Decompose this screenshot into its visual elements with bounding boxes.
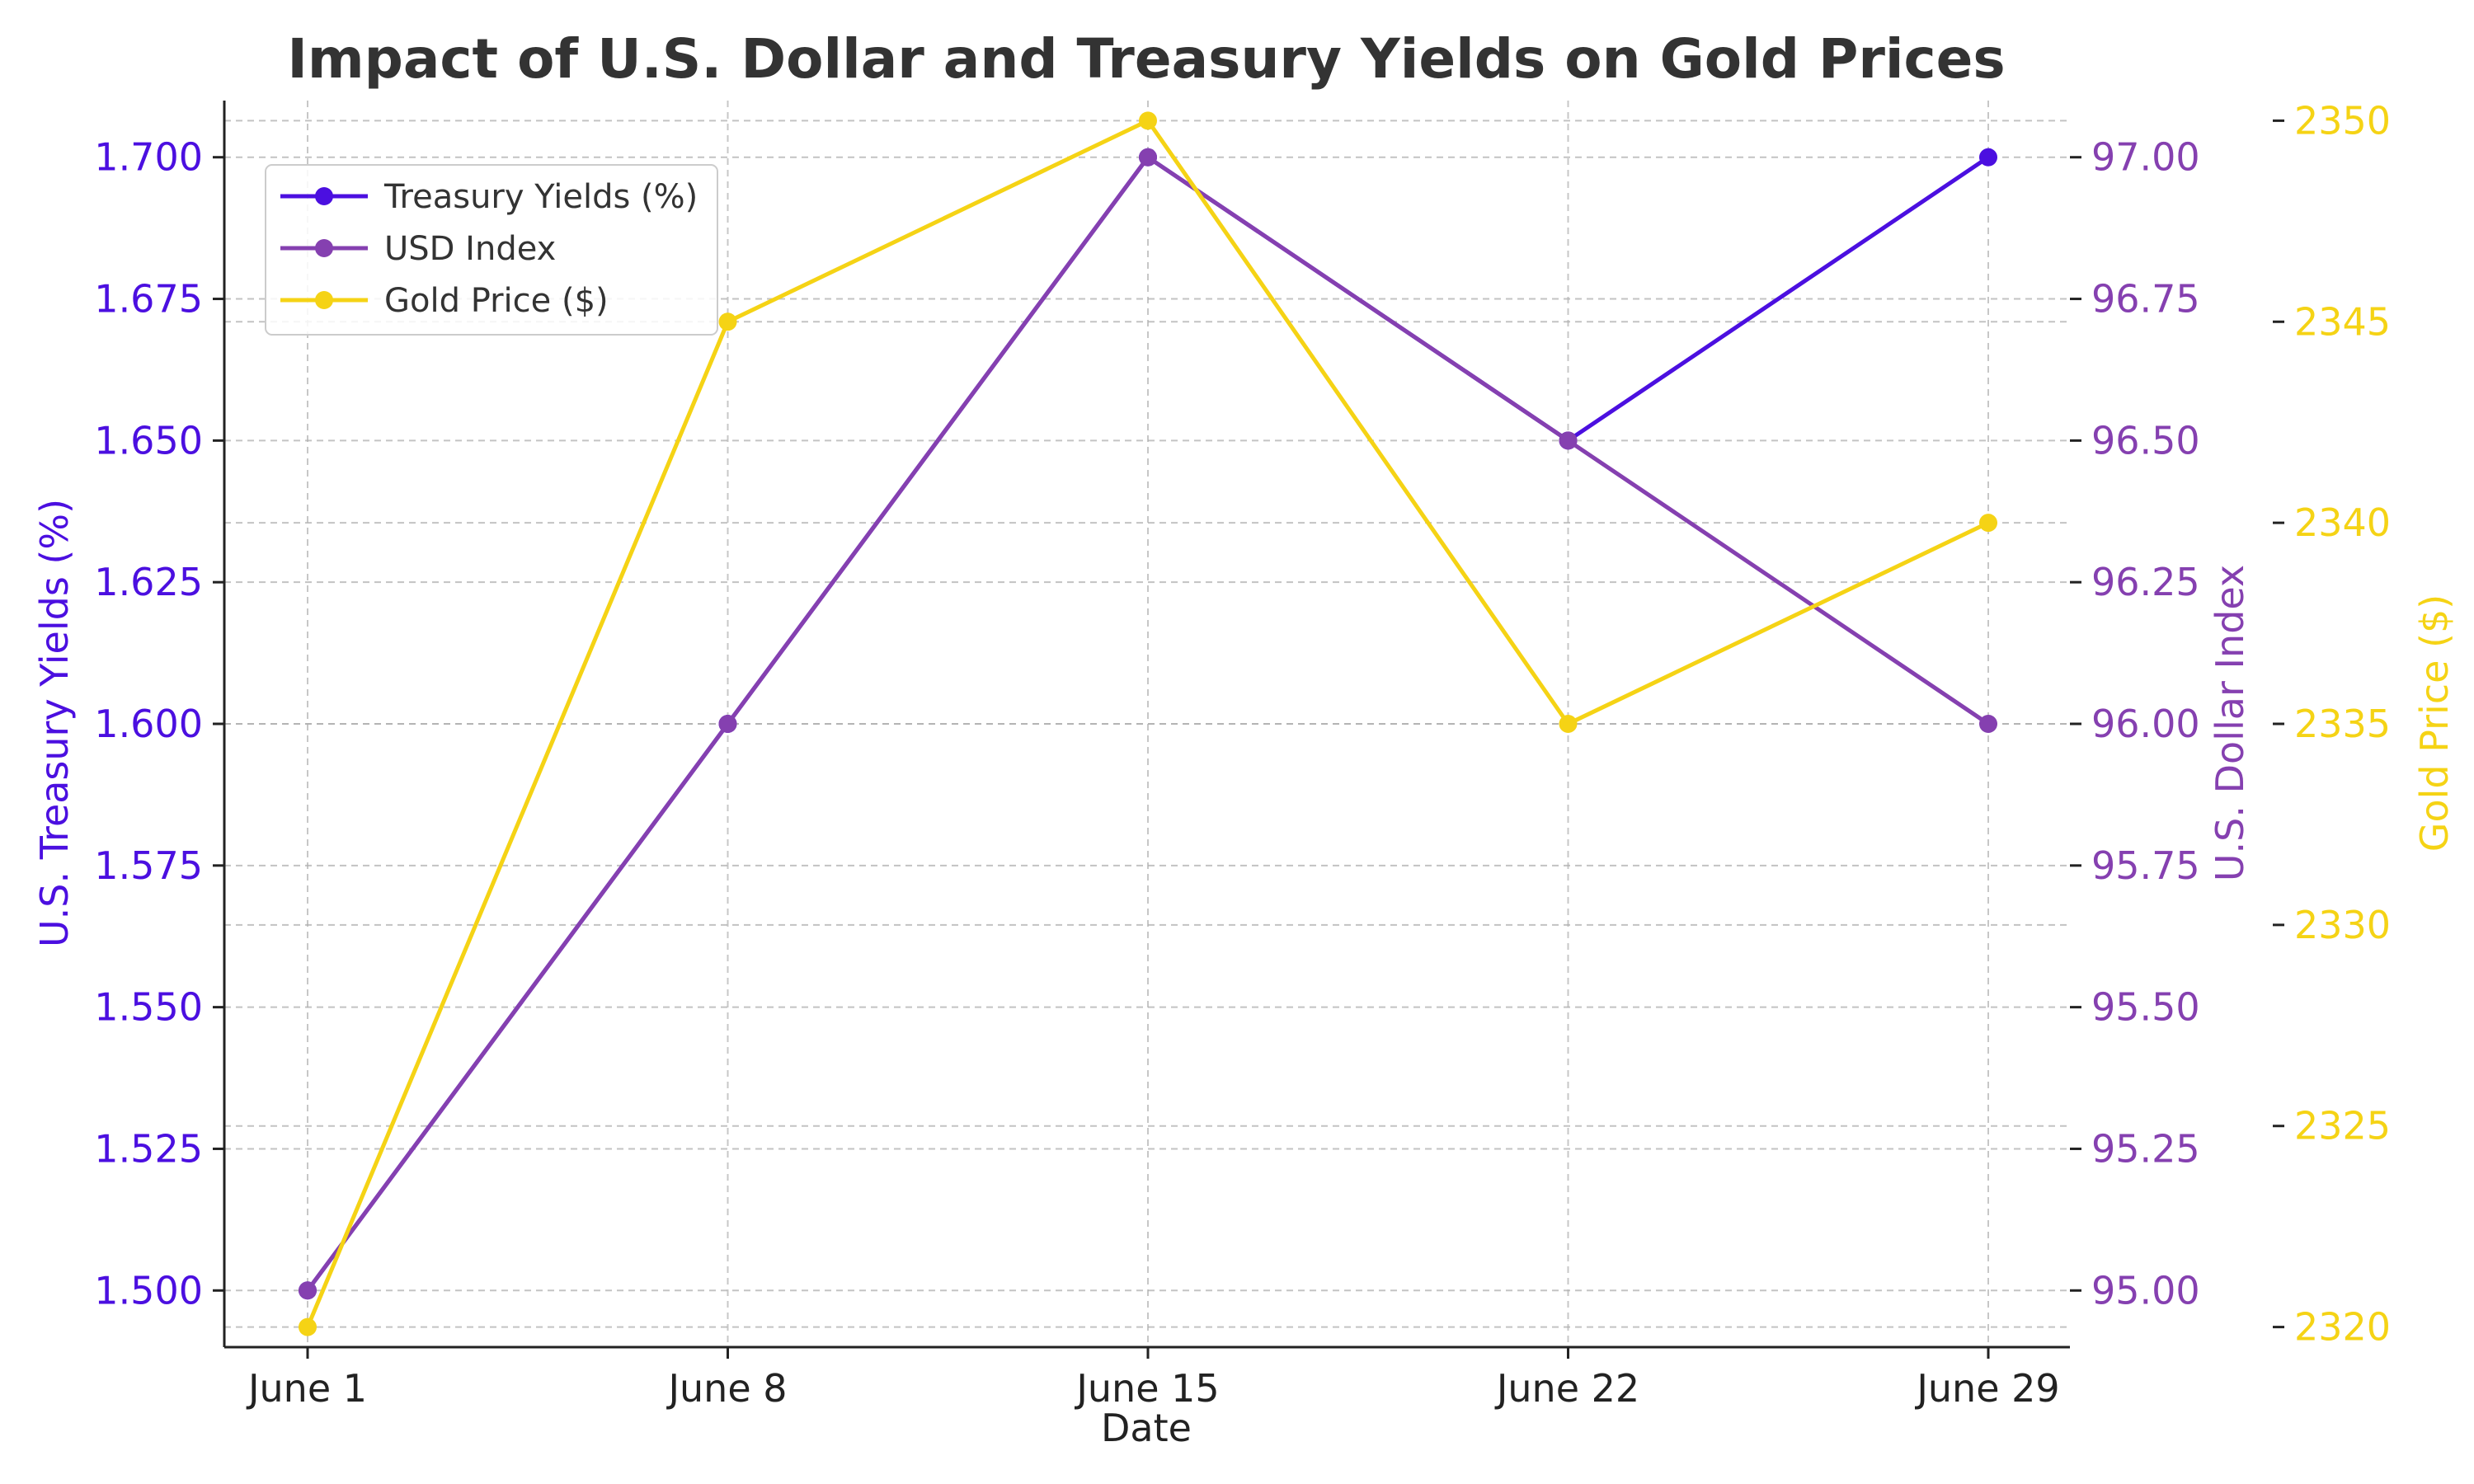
y-tick-label-right: 95.75 [2091,843,2200,888]
y-axis-label-left: U.S. Treasury Yields (%) [32,499,77,947]
x-tick-label: June 15 [1074,1366,1219,1411]
x-tick-label: June 29 [1914,1366,2059,1411]
legend: Treasury Yields (%) USD Index Gold Price (… [265,164,718,336]
y-tick-label-right: 96.50 [2091,418,2200,463]
y-tick-label-left: 1.650 [94,418,203,463]
y-tick-label-right2: 2345 [2294,299,2391,344]
y-tick-label-left: 1.700 [94,135,203,180]
y-tick-label-right: 95.25 [2091,1126,2200,1171]
x-axis-label: Date [1101,1406,1192,1450]
legend-label: Gold Price ($) [384,282,609,320]
y-tick-label-left: 1.550 [94,985,203,1030]
data-point-series-2 [1139,148,1157,167]
data-point-series-2 [1559,431,1578,450]
y-tick-label-left: 1.525 [94,1126,203,1171]
y-tick-label-right2: 2330 [2294,903,2391,947]
y-tick-label-right: 96.00 [2091,702,2200,746]
y-tick-label-left: 1.675 [94,277,203,322]
data-point-series-3 [1559,715,1578,733]
y-tick-label-right: 96.25 [2091,560,2200,604]
series [299,111,1997,1336]
x-tick-label: June 1 [246,1366,367,1411]
x-tick-label: June 8 [666,1366,787,1411]
data-point-series-2 [718,715,737,733]
y-tick-label-left: 1.600 [94,702,203,746]
y-axis-label-gold: Gold Price ($) [2412,594,2457,852]
y-tick-label-right2: 2350 [2294,98,2391,143]
y-tick-label-left: 1.500 [94,1268,203,1313]
y-tick-label-left: 1.625 [94,560,203,604]
legend-box [265,164,718,336]
data-point-series-3 [299,1317,317,1336]
y-tick-label-right2: 2335 [2294,702,2391,746]
data-point-series-2 [1979,715,1997,733]
legend-marker [315,239,333,257]
tick-labels: June 1 June 8 June 15 June 22 June 29 1.500 1.… [94,98,2391,1411]
y-tick-label-right2: 2340 [2294,500,2391,545]
y-tick-label-right: 95.00 [2091,1268,2200,1313]
chart-title: Impact of U.S. Dollar and Treasury Yield… [287,27,2005,91]
legend-marker [315,291,333,309]
data-point-series-3 [718,312,737,331]
x-tick-label: June 22 [1494,1366,1639,1411]
data-point-series-3 [1139,111,1157,130]
y-tick-label-left: 1.575 [94,843,203,888]
legend-marker [315,187,333,205]
legend-label: Treasury Yields (%) [383,178,698,216]
y-tick-label-right2: 2325 [2294,1104,2391,1148]
y-tick-label-right: 96.75 [2091,277,2200,322]
legend-label: USD Index [384,230,556,268]
y-tick-label-right: 95.50 [2091,985,2200,1030]
data-point-series-2 [299,1281,317,1300]
data-point-series-1 [1979,148,1997,167]
y-tick-label-right2: 2320 [2294,1305,2391,1350]
data-point-series-3 [1979,514,1997,533]
y-tick-label-right: 97.00 [2091,135,2200,180]
axes [213,101,2284,1359]
y-axis-label-usd: U.S. Dollar Index [2208,565,2252,881]
